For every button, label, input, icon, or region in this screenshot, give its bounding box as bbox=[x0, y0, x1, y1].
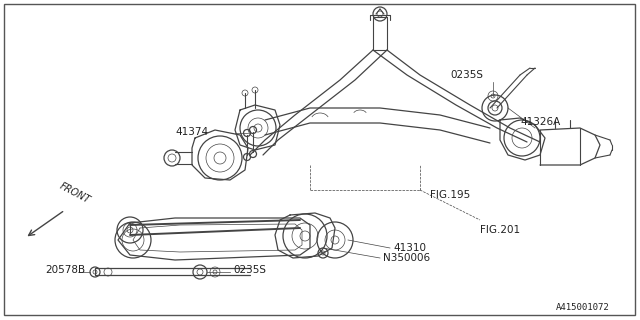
Text: 41326A: 41326A bbox=[520, 117, 560, 127]
Text: FIG.195: FIG.195 bbox=[430, 190, 470, 200]
Text: 41374: 41374 bbox=[175, 127, 208, 137]
Text: 0235S: 0235S bbox=[233, 265, 266, 275]
Text: FRONT: FRONT bbox=[58, 180, 92, 205]
Text: 0235S: 0235S bbox=[450, 70, 483, 80]
Text: N350006: N350006 bbox=[383, 253, 430, 263]
Text: 20578B: 20578B bbox=[45, 265, 85, 275]
Text: A415001072: A415001072 bbox=[556, 303, 610, 312]
Text: 41310: 41310 bbox=[393, 243, 426, 253]
Text: FIG.201: FIG.201 bbox=[480, 225, 520, 235]
